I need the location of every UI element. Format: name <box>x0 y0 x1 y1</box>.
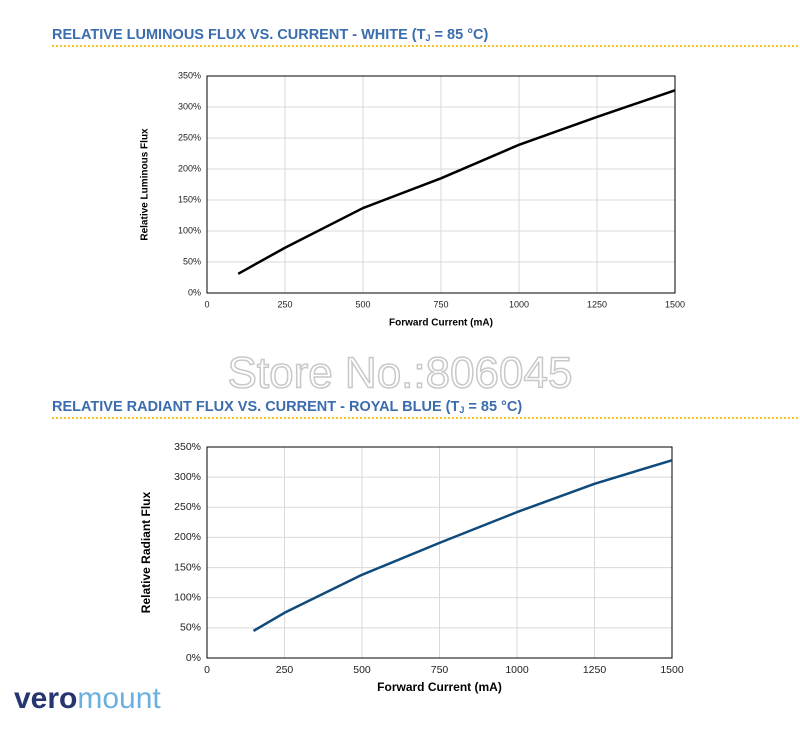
x-tick-label: 500 <box>355 299 370 309</box>
title-text: RELATIVE RADIANT FLUX VS. CURRENT - ROYA… <box>52 399 459 415</box>
chart-title: RELATIVE LUMINOUS FLUX VS. CURRENT - WHI… <box>52 27 488 44</box>
y-tick-label: 250% <box>178 132 201 142</box>
y-tick-label: 250% <box>174 501 201 513</box>
x-tick-label: 1500 <box>665 299 685 309</box>
y-tick-label: 50% <box>180 622 201 634</box>
x-tick-label: 0 <box>204 664 210 676</box>
y-tick-label: 100% <box>178 225 201 235</box>
x-tick-label: 750 <box>431 664 449 676</box>
y-tick-label: 0% <box>188 287 201 297</box>
logo-part: vero <box>14 682 77 715</box>
x-axis-label: Forward Current (mA) <box>377 680 502 694</box>
title-text: = 85 °C) <box>464 399 522 415</box>
data-line <box>252 459 673 632</box>
y-tick-label: 150% <box>178 194 201 204</box>
x-tick-label: 1000 <box>509 299 529 309</box>
y-axis-label: Relative Luminous Flux <box>140 128 151 241</box>
x-tick-label: 1000 <box>505 664 529 676</box>
x-tick-label: 1250 <box>583 664 607 676</box>
x-tick-label: 1500 <box>660 664 684 676</box>
y-tick-label: 300% <box>174 471 201 483</box>
y-axis-label: Relative Radiant Flux <box>139 491 153 613</box>
logo-part: mount <box>77 682 161 715</box>
y-tick-label: 200% <box>178 163 201 173</box>
title-subscript: J <box>459 405 464 415</box>
data-line <box>237 89 676 275</box>
y-tick-label: 50% <box>183 256 201 266</box>
logo: veromount <box>14 682 161 715</box>
plot-frame <box>206 446 673 659</box>
plot-frame <box>206 75 676 294</box>
x-tick-label: 0 <box>204 299 209 309</box>
x-axis-label: Forward Current (mA) <box>389 318 493 329</box>
watermark: Store No.:806045 <box>228 349 573 398</box>
y-tick-label: 100% <box>174 591 201 603</box>
y-tick-label: 0% <box>186 652 201 664</box>
title-text: RELATIVE LUMINOUS FLUX VS. CURRENT - WHI… <box>52 27 426 43</box>
x-tick-label: 1250 <box>587 299 607 309</box>
x-tick-label: 750 <box>433 299 448 309</box>
x-tick-label: 500 <box>353 664 371 676</box>
y-tick-label: 350% <box>174 441 201 453</box>
x-tick-label: 250 <box>276 664 294 676</box>
x-tick-label: 250 <box>277 299 292 309</box>
y-tick-label: 350% <box>178 70 201 80</box>
y-tick-label: 300% <box>178 101 201 111</box>
y-tick-label: 200% <box>174 531 201 543</box>
title-subscript: J <box>426 33 431 43</box>
y-tick-label: 150% <box>174 561 201 573</box>
chart-title: RELATIVE RADIANT FLUX VS. CURRENT - ROYA… <box>52 399 522 416</box>
title-text: = 85 °C) <box>431 27 489 43</box>
